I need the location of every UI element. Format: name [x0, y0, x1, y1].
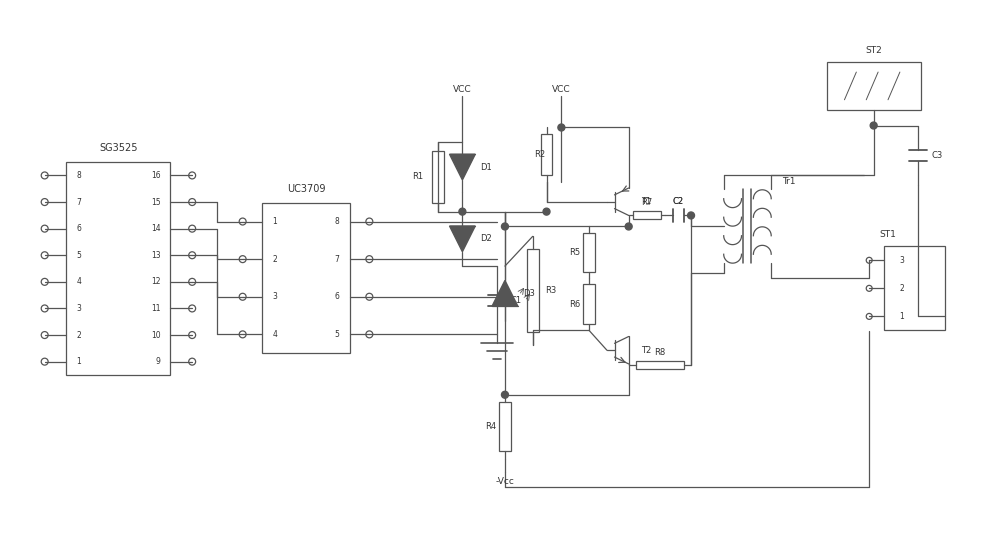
Bar — [633, 211, 661, 219]
Text: 15: 15 — [151, 198, 160, 206]
Text: 2: 2 — [76, 330, 81, 340]
Text: SG3525: SG3525 — [99, 143, 138, 153]
Text: 1: 1 — [272, 217, 277, 226]
Text: 3: 3 — [272, 292, 277, 301]
Text: 4: 4 — [76, 277, 81, 286]
Text: VCC: VCC — [552, 85, 571, 94]
Text: R1: R1 — [412, 173, 423, 181]
Text: 10: 10 — [151, 330, 160, 340]
Text: 14: 14 — [151, 224, 160, 233]
Text: 2: 2 — [899, 284, 904, 293]
Circle shape — [459, 208, 466, 215]
Text: 12: 12 — [151, 277, 160, 286]
Text: 8: 8 — [76, 171, 81, 180]
Circle shape — [501, 391, 508, 398]
Bar — [66, 162, 170, 375]
Text: Tr1: Tr1 — [782, 177, 796, 186]
Bar — [541, 134, 552, 175]
Circle shape — [870, 122, 877, 129]
Text: R6: R6 — [569, 300, 581, 308]
Text: 5: 5 — [76, 251, 81, 260]
Polygon shape — [492, 281, 518, 306]
Text: 7: 7 — [76, 198, 81, 206]
Polygon shape — [450, 154, 475, 180]
Text: 3: 3 — [899, 256, 904, 265]
Text: R8: R8 — [654, 348, 665, 357]
Text: 7: 7 — [335, 254, 340, 264]
Text: ST1: ST1 — [879, 230, 896, 239]
Text: T1: T1 — [641, 197, 651, 206]
Text: ST2: ST2 — [865, 46, 882, 55]
Text: R3: R3 — [546, 286, 557, 295]
Text: C2: C2 — [673, 197, 684, 206]
Bar — [432, 151, 444, 203]
Circle shape — [558, 124, 565, 131]
Text: 4: 4 — [272, 330, 277, 339]
Bar — [499, 402, 511, 452]
Circle shape — [625, 223, 632, 230]
Text: R7: R7 — [641, 198, 653, 207]
Circle shape — [543, 208, 550, 215]
Text: 6: 6 — [335, 292, 340, 301]
Text: VCC: VCC — [453, 85, 472, 94]
Text: 3: 3 — [76, 304, 81, 313]
Text: 2: 2 — [272, 254, 277, 264]
Polygon shape — [450, 226, 475, 252]
Text: D2: D2 — [480, 234, 492, 244]
Text: C2: C2 — [673, 197, 684, 206]
Text: D3: D3 — [523, 289, 535, 298]
Text: 13: 13 — [151, 251, 160, 260]
Bar — [262, 203, 350, 353]
Circle shape — [688, 212, 695, 219]
Text: 6: 6 — [76, 224, 81, 233]
Bar — [827, 62, 921, 110]
Bar — [583, 233, 595, 272]
Text: 9: 9 — [156, 357, 160, 366]
Bar — [884, 246, 945, 330]
Circle shape — [501, 223, 508, 230]
Text: 11: 11 — [151, 304, 160, 313]
Bar — [583, 284, 595, 324]
Text: 1: 1 — [76, 357, 81, 366]
Text: R4: R4 — [485, 423, 496, 431]
Text: R2: R2 — [534, 150, 545, 159]
Text: UC3709: UC3709 — [287, 184, 325, 194]
Text: -Vcc: -Vcc — [496, 477, 514, 486]
Text: 8: 8 — [335, 217, 340, 226]
Text: C1: C1 — [511, 296, 522, 305]
Text: R5: R5 — [569, 248, 580, 257]
Text: D1: D1 — [480, 163, 492, 171]
Bar — [527, 250, 539, 332]
Text: T2: T2 — [641, 346, 651, 355]
Bar — [636, 361, 684, 369]
Text: 5: 5 — [335, 330, 340, 339]
Text: 1: 1 — [899, 312, 904, 321]
Text: 16: 16 — [151, 171, 160, 180]
Text: C3: C3 — [932, 151, 943, 160]
